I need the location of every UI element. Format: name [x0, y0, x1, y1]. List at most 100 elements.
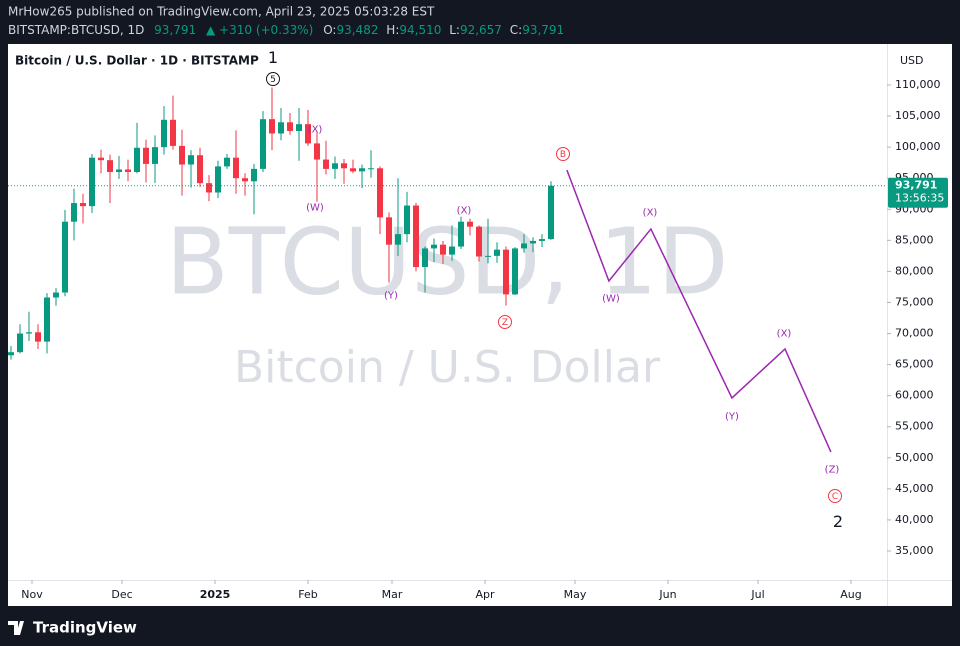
- wave-label: (Y): [384, 291, 398, 302]
- wave-label: (Y): [725, 412, 739, 423]
- wave-projection: [566, 169, 832, 453]
- x-tick-label: Mar: [382, 588, 403, 601]
- candle-body: [350, 168, 356, 172]
- wave-label: (Z): [825, 465, 840, 476]
- candle-body: [35, 332, 41, 342]
- wave-circle: [828, 489, 842, 503]
- y-tick-label: 60,000: [895, 389, 934, 402]
- candle-body: [170, 119, 176, 146]
- last-price-box: [888, 177, 948, 208]
- candle-body: [521, 243, 527, 249]
- candle-body: [485, 255, 491, 257]
- candle-body: [341, 163, 347, 169]
- candle-body: [278, 122, 284, 134]
- wave-label: (W): [306, 203, 324, 214]
- wave-label: (X): [643, 208, 658, 219]
- wave-label: B: [560, 150, 566, 160]
- symbol-line: BITSTAMP:BTCUSD, 1D 93,791 ▲ +310 (+0.33…: [8, 23, 564, 37]
- y-tick-label: 40,000: [895, 513, 934, 526]
- candle-body: [188, 155, 194, 165]
- candle-body: [116, 169, 122, 172]
- wave-label: 5: [270, 75, 276, 85]
- x-tick-label: May: [564, 588, 587, 601]
- candle-body: [359, 168, 365, 172]
- candle-body: [242, 178, 248, 182]
- candle-body: [458, 221, 464, 247]
- y-tick-label: 85,000: [895, 233, 934, 246]
- candle-body: [431, 244, 437, 249]
- candle-body: [98, 157, 104, 161]
- y-tick-label: 80,000: [895, 264, 934, 277]
- candle-body: [62, 221, 68, 293]
- y-tick-label: 100,000: [895, 140, 941, 153]
- change: ▲ +310 (+0.33%): [206, 23, 313, 37]
- candle-body: [530, 240, 536, 244]
- candle-body: [89, 157, 95, 207]
- brand-logo: [8, 621, 24, 635]
- candle-body: [44, 297, 50, 342]
- candle-body: [287, 122, 293, 131]
- wave-circle: [266, 72, 280, 86]
- wave-label: 2: [833, 512, 843, 531]
- candle-body: [260, 119, 266, 169]
- wave-label: (X): [457, 206, 472, 217]
- candle-body: [134, 147, 140, 172]
- chart-title: Bitcoin / U.S. Dollar · 1D · BITSTAMP: [15, 54, 259, 68]
- wave-circle: [556, 147, 570, 161]
- candle-body: [512, 248, 518, 295]
- wave-label: (X): [308, 125, 323, 136]
- candle-body: [476, 226, 482, 257]
- wave-label: (W): [602, 294, 620, 305]
- candle-body: [494, 249, 500, 256]
- x-tick-label: Dec: [111, 588, 132, 601]
- wave-label: (X): [777, 329, 792, 340]
- close-label: C:: [510, 23, 522, 37]
- y-tick-label: 75,000: [895, 295, 934, 308]
- candle-body: [251, 168, 257, 182]
- publisher: MrHow265 published on TradingView.com, A…: [8, 5, 435, 19]
- candle-body: [26, 332, 32, 334]
- candle-body: [152, 147, 158, 164]
- countdown: 13:56:35: [895, 192, 944, 205]
- open-label: O:: [323, 23, 336, 37]
- candle-body: [107, 160, 113, 172]
- y-tick-label: 70,000: [895, 327, 934, 340]
- x-tick-label: Jul: [750, 588, 764, 601]
- candle-body: [143, 147, 149, 164]
- high-label: H:: [386, 23, 399, 37]
- candle-body: [314, 143, 320, 160]
- watermark-symbol: BTCUSD, 1D: [166, 208, 729, 315]
- candle-body: [440, 244, 446, 255]
- candle-body: [548, 185, 554, 240]
- wave-label: 1: [268, 48, 278, 67]
- close: 93,791: [522, 23, 564, 37]
- x-tick-label: Aug: [840, 588, 861, 601]
- y-tick-label: 65,000: [895, 358, 934, 371]
- candle-body: [395, 234, 401, 245]
- y-tick-label: 105,000: [895, 109, 941, 122]
- candle-body: [467, 221, 473, 227]
- candle-body: [179, 145, 185, 165]
- y-tick-label: 110,000: [895, 78, 941, 91]
- candle-body: [8, 352, 14, 356]
- x-tick-label: 2025: [200, 588, 231, 601]
- candle-body: [449, 246, 455, 255]
- candle-body: [539, 239, 545, 241]
- x-tick-label: Jun: [658, 588, 676, 601]
- candle-body: [206, 183, 212, 193]
- candle-body: [233, 157, 239, 179]
- candle-body: [377, 168, 383, 218]
- candle-body: [413, 205, 419, 268]
- candle-body: [323, 159, 329, 169]
- candle-body: [269, 119, 275, 134]
- candle-body: [503, 249, 509, 295]
- candle-body: [215, 166, 221, 193]
- open: 93,482: [336, 23, 378, 37]
- wave-circle: [498, 315, 512, 329]
- candle-body: [224, 157, 230, 167]
- candle-body: [332, 163, 338, 169]
- x-tick-label: Feb: [298, 588, 317, 601]
- candle-body: [296, 124, 302, 131]
- x-tick-label: Apr: [475, 588, 495, 601]
